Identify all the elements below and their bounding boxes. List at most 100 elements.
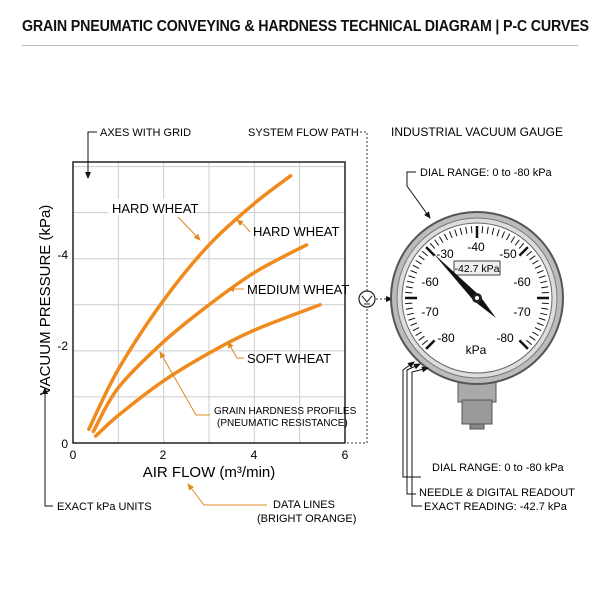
- gauge-tick: [415, 259, 422, 265]
- data-lines-label-2: (BRIGHT ORANGE): [257, 513, 356, 525]
- gauge-tick: [429, 242, 436, 249]
- axes-with-grid-label: AXES WITH GRID: [100, 127, 191, 139]
- profiles-label-2: (PNEUMATIC RESISTANCE): [217, 418, 348, 429]
- scale-label: -40: [467, 240, 485, 254]
- series-label-hard-2: HARD WHEAT: [253, 224, 339, 239]
- gauge-tick: [405, 286, 413, 289]
- gauge-scale-ticks: [405, 226, 549, 350]
- gauge-tick: [534, 327, 542, 332]
- gauge-tick: [406, 280, 414, 284]
- gauge-tick: [410, 269, 418, 274]
- gauge-tick: [491, 227, 495, 235]
- scale-label: -60: [513, 275, 531, 289]
- gauge-tick: [425, 246, 436, 257]
- gauge-tick: [518, 242, 525, 249]
- gauge-tick: [526, 339, 533, 346]
- gauge-tick: [534, 264, 542, 269]
- exact-kpa-units-label: EXACT kPa UNITS: [57, 501, 152, 513]
- scale-label: -80: [437, 331, 455, 345]
- dial-range-bottom-label: DIAL RANGE: 0 to -80 kPa: [432, 462, 565, 474]
- gauge-tick: [501, 231, 506, 239]
- gauge-tick: [415, 331, 422, 337]
- scale-label: -50: [499, 247, 517, 261]
- gauge-tick: [448, 231, 453, 239]
- y-tick: 0: [61, 437, 68, 451]
- vacuum-gauge: -30 -40 -50 -60 -60 -70 -70 -80 -80 kPa …: [390, 211, 564, 430]
- gauge-tick: [506, 233, 511, 241]
- series-line-hard-wheat: [87, 174, 293, 431]
- needle-readout-label: NEEDLE & DIGITAL READOUT: [419, 487, 575, 499]
- y-tick: -2: [57, 339, 68, 353]
- gauge-tick: [541, 302, 549, 305]
- gauge-tick: [538, 317, 546, 321]
- gauge-tick: [421, 250, 428, 257]
- gauge-tick: [406, 312, 414, 316]
- scale-label: -80: [496, 331, 514, 345]
- y-axis-label: VACUUM PRESSURE (kPa): [37, 205, 54, 396]
- gauge-tick: [538, 275, 546, 279]
- x-tick: 4: [251, 448, 258, 462]
- x-axis-label: AIR FLOW (m³/min): [143, 464, 276, 481]
- gauge-tick: [418, 335, 425, 341]
- series-line-soft-wheat: [93, 303, 322, 438]
- gauge-tick: [529, 255, 536, 261]
- scale-label: -70: [421, 305, 439, 319]
- gauge-tick: [454, 229, 458, 237]
- gauge-tick: [425, 339, 436, 350]
- gauge-tick: [481, 226, 484, 234]
- gauge-tick: [438, 236, 444, 243]
- digital-readout: -42.7 kPa: [455, 263, 500, 275]
- gauge-tick: [434, 239, 440, 246]
- flow-valve-icon: [358, 290, 376, 308]
- gauge-tick: [465, 226, 468, 234]
- gauge-tick: [540, 280, 548, 284]
- gauge-tick: [541, 286, 549, 289]
- data-lines-label: DATA LINES: [273, 499, 335, 511]
- gauge-tick: [408, 317, 416, 321]
- gauge-tick: [421, 339, 428, 346]
- gauge-unit: kPa: [466, 343, 487, 357]
- gauge-tick: [540, 312, 548, 316]
- x-tick: 2: [160, 448, 167, 462]
- gauge-tick: [405, 291, 413, 294]
- chart-lines: [87, 174, 322, 438]
- gauge-tick: [405, 307, 413, 310]
- gauge-tick: [510, 236, 516, 243]
- gauge-title: INDUSTRIAL VACUUM GAUGE: [391, 125, 563, 139]
- gauge-tick: [412, 264, 420, 269]
- gauge-tick: [526, 250, 533, 257]
- series-label-soft: SOFT WHEAT: [247, 351, 331, 366]
- series-label-medium: MEDIUM WHEAT: [247, 282, 349, 297]
- scale-label: -60: [421, 275, 439, 289]
- gauge-tick: [470, 226, 473, 234]
- exact-reading-label: EXACT READING: -42.7 kPa: [424, 501, 568, 513]
- gauge-tick: [443, 233, 448, 241]
- scale-label: -30: [436, 247, 454, 261]
- dial-range-top-label: DIAL RANGE: 0 to -80 kPa: [420, 167, 553, 179]
- gauge-tick: [532, 331, 539, 337]
- gauge-tick: [496, 229, 500, 237]
- plot-frame: [72, 161, 346, 444]
- gauge-tick: [418, 255, 425, 261]
- x-tick: 0: [70, 448, 77, 462]
- gauge-tick: [518, 339, 529, 350]
- gauge-tick: [541, 307, 549, 310]
- gauge-tick: [541, 291, 549, 294]
- gauge-tick: [410, 322, 418, 327]
- scale-label: -70: [513, 305, 531, 319]
- y-tick: -4: [57, 248, 68, 262]
- gauge-tick: [536, 322, 544, 327]
- series-label-hard: HARD WHEAT: [112, 201, 198, 216]
- x-tick: 6: [342, 448, 349, 462]
- gauge-tick: [412, 327, 420, 332]
- gauge-tick: [529, 335, 536, 341]
- gauge-tick: [532, 259, 539, 265]
- title-divider: [22, 45, 578, 46]
- gauge-tick: [536, 269, 544, 274]
- gauge-tick: [518, 246, 529, 257]
- gauge-tick: [459, 227, 463, 235]
- gauge-tick: [514, 239, 520, 246]
- gauge-tick: [408, 275, 416, 279]
- profiles-label: GRAIN HARDNESS PROFILES: [214, 406, 357, 417]
